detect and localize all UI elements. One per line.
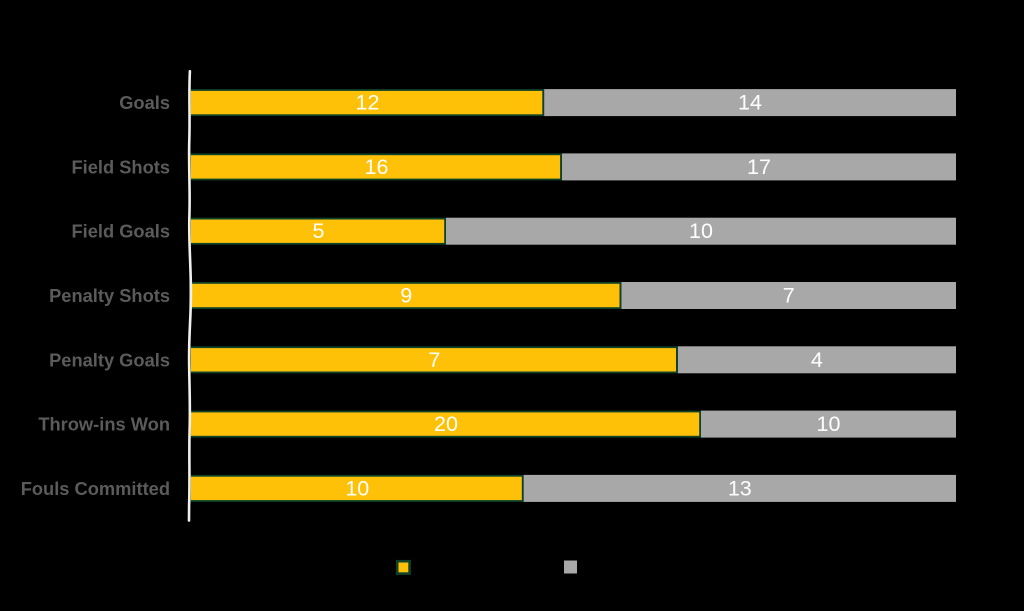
svg-text:Field Goals: Field Goals: [71, 221, 170, 242]
svg-text:5: 5: [313, 219, 325, 243]
svg-text:13: 13: [728, 476, 752, 500]
svg-text:Goals: Goals: [119, 92, 170, 113]
svg-text:17: 17: [747, 155, 771, 179]
svg-text:Throw-ins Won: Throw-ins Won: [38, 414, 170, 435]
svg-text:9: 9: [400, 284, 412, 308]
svg-text:7: 7: [783, 284, 795, 308]
svg-text:7: 7: [428, 348, 440, 372]
svg-text:4: 4: [811, 348, 823, 372]
svg-text:10: 10: [817, 412, 841, 436]
svg-text:Fouls Committed: Fouls Committed: [21, 478, 170, 499]
svg-text:12: 12: [356, 91, 380, 115]
svg-text:10: 10: [689, 219, 713, 243]
svg-text:Penalty Goals: Penalty Goals: [49, 349, 170, 370]
svg-text:Field Shots: Field Shots: [71, 156, 170, 177]
svg-text:Penalty Shots: Penalty Shots: [49, 285, 170, 306]
svg-text:10: 10: [345, 476, 369, 500]
svg-text:14: 14: [738, 91, 762, 115]
svg-text:16: 16: [365, 155, 389, 179]
svg-text:20: 20: [434, 412, 458, 436]
